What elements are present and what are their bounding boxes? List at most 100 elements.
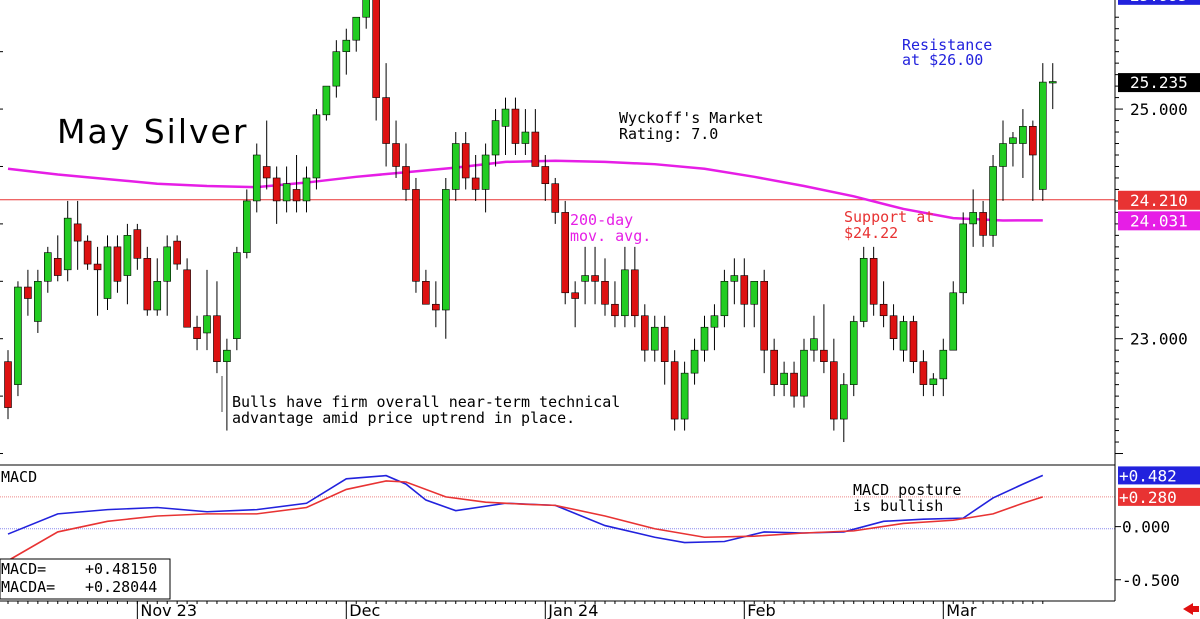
candle (879, 281, 888, 328)
candle (899, 315, 908, 362)
price-tick-label: 23.000 (1130, 330, 1188, 349)
candle-body-up (999, 143, 1007, 167)
candle (24, 269, 32, 316)
candle-body-up (810, 338, 818, 351)
candle-body-up (63, 217, 72, 271)
bulls-note-line2: advantage amid price uptrend in place. (232, 409, 575, 427)
candle-body-up (302, 177, 311, 202)
candle (949, 281, 958, 351)
candle (34, 269, 42, 333)
candle (1048, 63, 1057, 110)
candle (471, 155, 480, 201)
candle (63, 200, 72, 282)
macd-annotation-line1: MACD posture (853, 481, 961, 499)
candle-body-up (581, 275, 589, 282)
price-badge-text: 25.995 (1130, 0, 1188, 5)
candle (441, 177, 450, 339)
candle (1009, 132, 1017, 167)
candle (720, 269, 729, 328)
candle-body-down (601, 280, 609, 305)
candle-body-up (352, 16, 361, 41)
candle (501, 97, 510, 155)
candle (143, 246, 152, 316)
candle-body-down (173, 240, 181, 265)
candle-body-down (551, 183, 560, 213)
candle (412, 177, 420, 293)
candle (680, 361, 689, 431)
candle-body-up (899, 321, 908, 351)
candle-body-down (611, 303, 619, 317)
candle (959, 212, 968, 305)
candle (352, 16, 361, 52)
scroll-right-arrow-icon[interactable] (1183, 603, 1199, 615)
candle (581, 246, 589, 305)
macd-badge (1118, 487, 1200, 506)
candle-body-down (979, 212, 987, 236)
candle (312, 109, 321, 190)
candle (839, 373, 848, 443)
candle-body-up (939, 349, 948, 380)
candle-body-down (631, 269, 639, 317)
candle-body-up (710, 315, 719, 328)
candle (979, 200, 987, 247)
candle (362, 0, 371, 29)
candle (611, 281, 619, 328)
candle (481, 143, 490, 213)
candle (193, 315, 201, 351)
level-lines (0, 199, 1115, 201)
candle-body-down (133, 229, 142, 259)
candle-body-up (720, 280, 729, 317)
macd-badge (1118, 466, 1200, 485)
candle (392, 120, 400, 178)
candle (133, 223, 142, 270)
candle-body-down (432, 303, 440, 311)
macda-readout-value: +0.28044 (85, 578, 157, 596)
candle-body-up (312, 114, 321, 179)
candle (322, 85, 331, 121)
candle (1039, 63, 1047, 201)
candle (810, 315, 818, 362)
candle (292, 155, 301, 213)
candle-body-down (193, 326, 201, 340)
price-tick-label: 25.000 (1130, 100, 1188, 119)
candle-body-up (730, 275, 739, 282)
candle-body-up (949, 292, 958, 351)
ma-label-line2: mov. avg. (570, 227, 651, 245)
candle (541, 155, 550, 201)
candle (83, 235, 92, 270)
candle (123, 223, 132, 305)
candle (43, 246, 52, 293)
candle-body-up (362, 0, 371, 18)
price-badge (1118, 73, 1200, 93)
candle-body-down (422, 280, 430, 305)
candle-body-up (501, 108, 510, 127)
price-badge (1118, 0, 1200, 5)
candle-body-up (441, 189, 450, 311)
candle (422, 269, 430, 305)
candles-layer (4, 0, 1057, 443)
candle-body-down (571, 292, 579, 299)
candle-body-up (650, 326, 659, 351)
candle (73, 200, 82, 270)
candle-body-up (332, 51, 341, 87)
candle-body-down (213, 315, 221, 362)
candle (640, 304, 649, 362)
candle-body-down (760, 280, 769, 351)
candle-body-down (561, 212, 570, 294)
ma-200day-line (7, 159, 1043, 222)
candle-body-up (700, 326, 709, 351)
candle-body-down (511, 108, 520, 144)
price-badge (1118, 190, 1200, 210)
candle-body-down (820, 349, 828, 362)
ma-label-line1: 200-day (570, 211, 633, 229)
candle-body-up (521, 131, 530, 144)
candle (1019, 109, 1027, 178)
candle-body-up (989, 166, 997, 236)
candle-body-up (800, 349, 808, 397)
candle-body-up (342, 39, 351, 52)
candle (750, 280, 759, 328)
candle (342, 28, 351, 75)
macd-badge-text: +0.482 (1119, 466, 1177, 485)
candle-body-down (461, 143, 470, 179)
rating-value: Rating: 7.0 (619, 125, 718, 143)
